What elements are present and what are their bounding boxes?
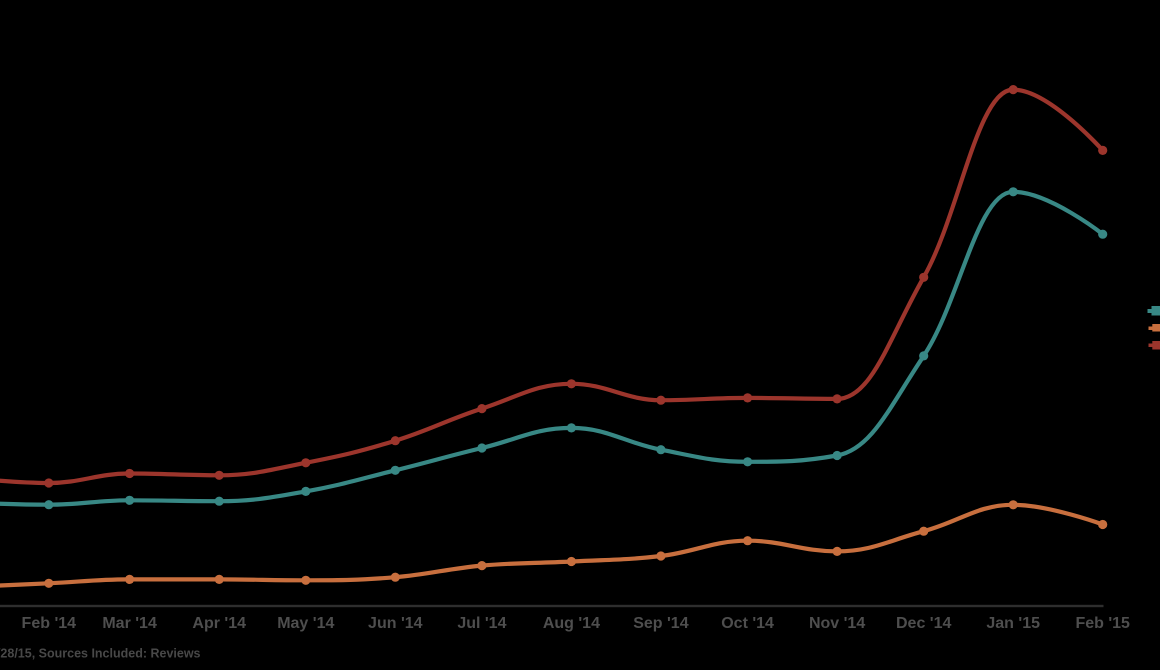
svg-text:Sep '14: Sep '14	[633, 615, 688, 632]
svg-text:Aug '14: Aug '14	[543, 615, 600, 632]
svg-text:Feb '15: Feb '15	[1075, 615, 1130, 632]
svg-text:2/28/15, Sources Included: Rev: 2/28/15, Sources Included: Reviews	[0, 647, 201, 661]
svg-text:Jun '14: Jun '14	[368, 615, 423, 632]
svg-text:Jan '15: Jan '15	[986, 615, 1040, 632]
svg-text:Oct '14: Oct '14	[721, 615, 774, 632]
svg-text:Apr '14: Apr '14	[192, 615, 246, 632]
svg-text:Feb '14: Feb '14	[22, 615, 77, 632]
svg-text:Nov '14: Nov '14	[809, 615, 865, 632]
svg-text:May '14: May '14	[277, 615, 334, 632]
svg-text:Dec '14: Dec '14	[896, 615, 952, 632]
svg-text:Jul '14: Jul '14	[457, 615, 506, 632]
svg-text:Mar '14: Mar '14	[102, 615, 157, 632]
